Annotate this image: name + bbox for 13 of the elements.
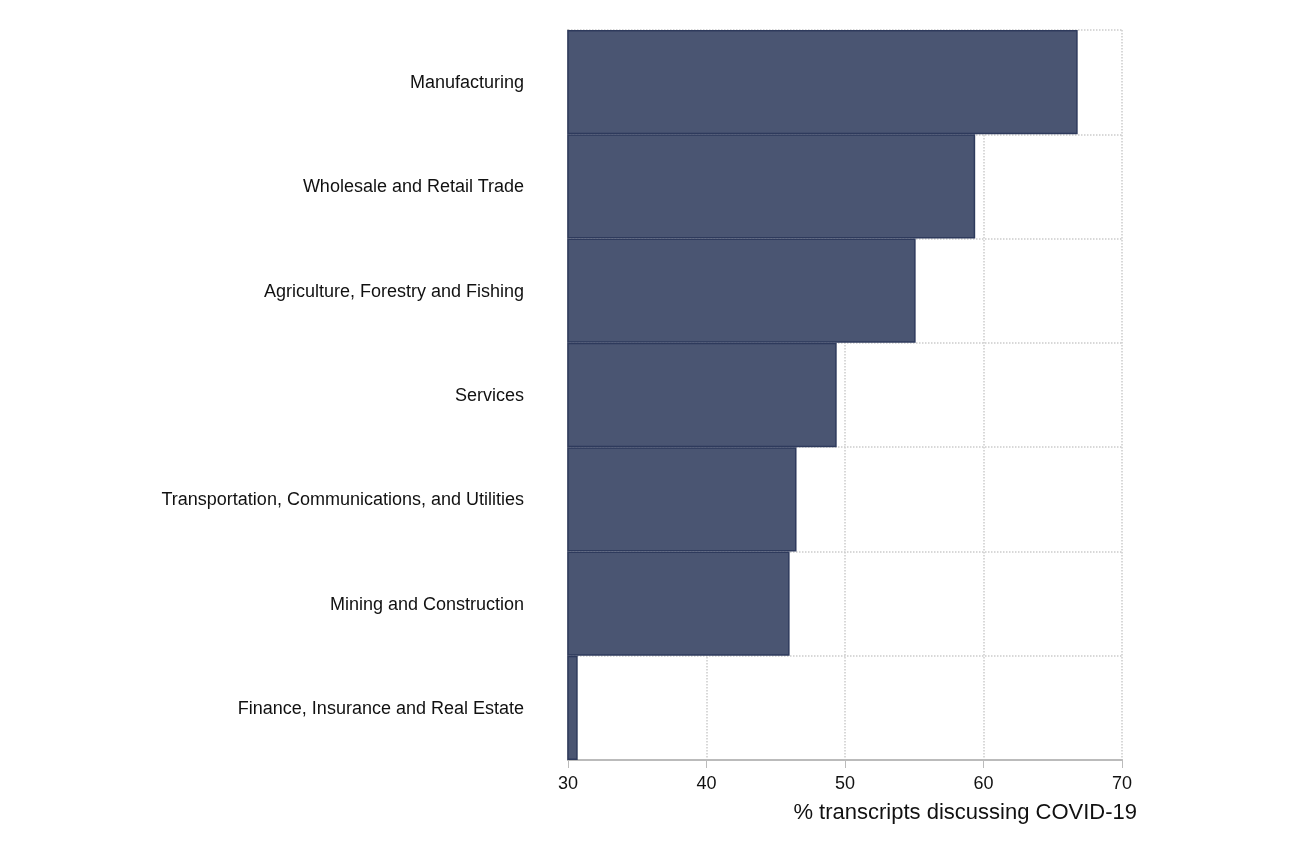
x-tick-label: 50 bbox=[834, 773, 856, 793]
x-tick-label: 40 bbox=[696, 773, 717, 793]
x-tick-label: 60 bbox=[973, 773, 994, 793]
x-axis-title: % transcripts discussing COVID-19 bbox=[793, 798, 1137, 824]
y-tick-label: Finance, Insurance and Real Estate bbox=[237, 697, 524, 718]
x-tick-label: 30 bbox=[557, 773, 579, 793]
y-tick-label: Transportation, Communications, and Utilities bbox=[161, 489, 524, 510]
y-tick-label: Wholesale and Retail Trade bbox=[302, 176, 524, 197]
x-tick-label: 70 bbox=[1111, 773, 1133, 793]
y-tick-label: Manufacturing bbox=[409, 72, 524, 93]
y-tick-label: Services bbox=[454, 385, 524, 405]
y-tick-label: Agriculture, Forestry and Fishing bbox=[263, 280, 524, 301]
y-tick-label: Mining and Construction bbox=[329, 593, 524, 614]
